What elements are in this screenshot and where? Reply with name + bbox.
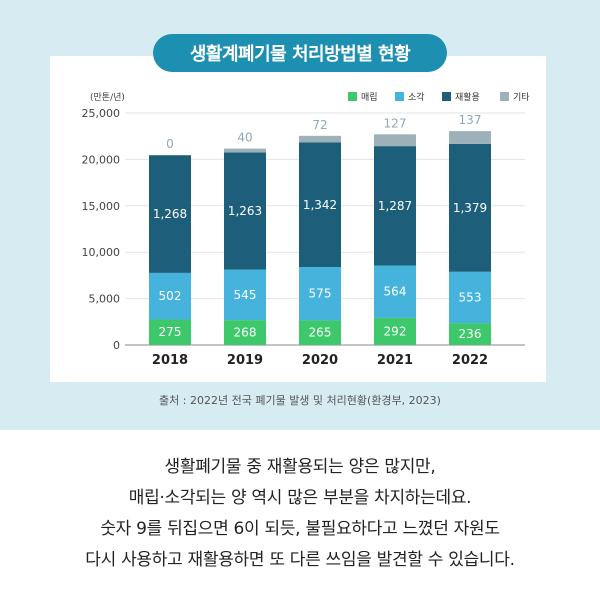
legend-label-recycling: 재활용 [455,91,480,103]
y-tick-label: 5,000 [89,293,121,306]
legend-label-incineration: 소각 [408,91,425,103]
bar-segment-landfill [299,320,341,345]
legend-label-landfill: 매립 [361,92,378,103]
bar-value-label-recycling: 1,379 [453,201,487,215]
legend-swatch-incineration [395,92,404,101]
bar-value-label-incineration: 575 [309,287,332,301]
bar-segment-incineration [299,267,341,321]
legend-label-other: 기타 [513,92,530,103]
bar-value-label-other: 0 [166,137,174,151]
legend-swatch-landfill [348,92,357,101]
bar-segment-recycling [449,143,491,272]
bar-segment-other [299,135,341,143]
body-text: 생활폐기물 중 재활용되는 양은 많지만, 매립·소각되는 양 역시 많은 부분… [0,452,600,576]
source-caption: 출처 : 2022년 전국 폐기물 발생 및 처리현황(환경부, 2023) [159,394,441,407]
bar-value-label-landfill: 268 [234,326,257,340]
y-tick-label: 0 [113,339,120,352]
bar-value-label-recycling: 1,287 [378,199,412,213]
bar-segment-incineration [374,265,416,318]
chart-title: 생활계폐기물 처리방법별 현황 [153,34,447,72]
bar-segment-recycling [149,155,191,273]
bar-value-label-other: 72 [312,118,327,132]
bar-segment-other [449,131,491,144]
bar-value-label-landfill: 292 [384,324,407,338]
body-line: 숫자 9를 뒤집으면 6이 되듯, 불필요하다고 느꼈던 자원도 [100,519,500,539]
y-tick-label: 15,000 [82,200,121,213]
bar-segment-recycling [374,146,416,266]
bar-segment-other [374,134,416,147]
bar-segment-recycling [299,142,341,268]
stacked-bar-chart: (만톤/년) 0 5,000 10,000 15,000 20,000 25,000 매립 소각… [82,91,531,368]
x-tick-label: 2019 [227,353,263,368]
bar-value-label-other: 127 [384,116,407,130]
bar-value-label-incineration: 502 [159,289,182,303]
x-tick-label: 2020 [302,353,338,368]
bar-segment-incineration [449,271,491,324]
y-tick-label: 10,000 [82,246,121,259]
bar-value-label-incineration: 564 [384,285,407,299]
y-tick-label: 20,000 [82,153,121,166]
bar-segment-incineration [224,269,266,321]
chart-card: (만톤/년) 0 5,000 10,000 15,000 20,000 25,000 매립 소각… [50,56,546,382]
bar-segment-incineration [149,272,191,320]
legend-swatch-other [500,92,509,101]
bar-segment-landfill [149,319,191,345]
bar-segment-landfill [449,323,491,345]
bar-segment-recycling [224,152,266,270]
bar-segment-landfill [224,320,266,345]
bar-value-label-recycling: 1,268 [153,207,187,221]
x-tick-label: 2018 [152,353,188,368]
bar-value-label-other: 137 [459,113,482,127]
y-axis-unit-label: (만톤/년) [90,92,125,103]
bar-value-label-recycling: 1,342 [303,198,337,212]
bar-segment-landfill [374,317,416,345]
bar-value-label-incineration: 545 [234,288,257,302]
bar-value-label-landfill: 265 [309,326,332,340]
bar-value-label-recycling: 1,263 [228,204,262,218]
bar-segment-other [224,148,266,153]
body-line: 다시 사용하고 재활용하면 또 다른 쓰임을 발견할 수 있습니다. [85,550,515,570]
bar-value-label-landfill: 275 [159,325,182,339]
bar-value-label-other: 40 [237,131,252,145]
legend-swatch-recycling [442,92,451,101]
x-tick-label: 2021 [377,353,413,368]
body-line: 생활폐기물 중 재활용되는 양은 많지만, [164,457,436,477]
x-tick-label: 2022 [452,353,488,368]
bar-value-label-incineration: 553 [459,290,482,304]
y-tick-label: 25,000 [82,107,121,120]
bar-value-label-landfill: 236 [459,327,482,341]
body-line: 매립·소각되는 양 역시 많은 부분을 차지하는데요. [128,488,472,508]
